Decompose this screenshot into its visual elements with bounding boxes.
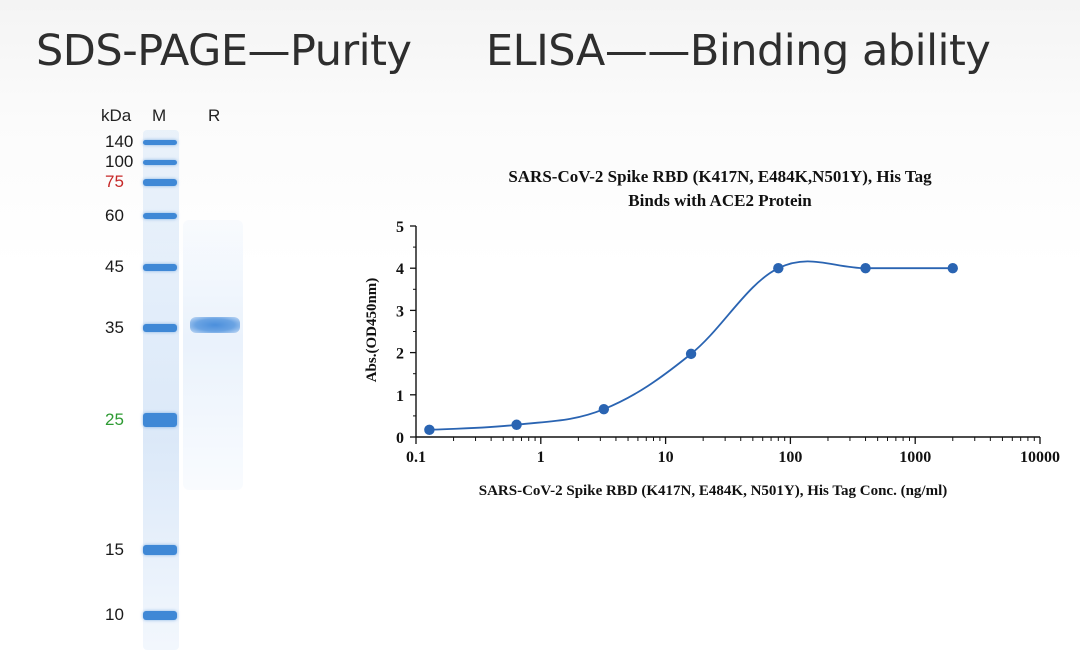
marker-band-75 (143, 178, 177, 186)
kda-unit-label: kDa (101, 106, 132, 125)
x-tick-label: 100 (778, 449, 802, 466)
elisa-chart: SARS-CoV-2 Spike RBD (K417N, E484K,N501Y… (364, 167, 1060, 499)
marker-label-10: 10 (105, 605, 124, 624)
data-point (860, 263, 871, 274)
x-axis-label: SARS-CoV-2 Spike RBD (K417N, E484K, N501… (479, 483, 948, 499)
sds-page-heading: SDS-PAGE—Purity (36, 26, 412, 76)
marker-band-45 (143, 263, 177, 271)
marker-band-140 (143, 139, 177, 145)
y-tick-label: 0 (396, 430, 404, 447)
fit-curve-line (429, 260, 953, 431)
marker-label-100: 100 (105, 152, 134, 171)
x-tick-label: 1 (537, 449, 545, 466)
chart-title: SARS-CoV-2 Spike RBD (K417N, E484K,N501Y… (508, 167, 932, 186)
data-point (424, 424, 435, 436)
x-tick-label: 0.1 (406, 449, 426, 466)
data-point (773, 263, 784, 274)
x-tick-label: 1000 (899, 449, 931, 466)
marker-label-45: 45 (105, 257, 124, 276)
marker-band-35 (143, 324, 177, 332)
elisa-heading: ELISA——Binding ability (486, 26, 991, 76)
data-point (947, 263, 958, 274)
marker-band-25 (143, 413, 177, 427)
y-tick-label: 5 (396, 219, 404, 236)
lane-label-sample: R (208, 106, 221, 125)
chart-plot-area (424, 260, 958, 436)
marker-band-15 (143, 545, 177, 555)
y-tick-label: 1 (396, 388, 404, 405)
data-point (598, 403, 610, 415)
sds-page-gel: kDa M R 140 100 75 60 45 35 25 15 10 (95, 100, 265, 660)
y-tick-label: 2 (396, 346, 404, 363)
marker-label-35: 35 (105, 318, 124, 337)
marker-label-140: 140 (105, 132, 134, 151)
marker-label-75: 75 (105, 172, 124, 191)
data-point (511, 419, 522, 430)
x-tick-label: 10000 (1020, 449, 1060, 466)
sample-lane (183, 220, 243, 490)
x-tick-label: 10 (658, 449, 674, 466)
y-tick-label: 4 (396, 261, 404, 278)
y-axis-label: Abs.(OD450nm) (364, 278, 380, 383)
chart-axes: 0.1 1 10 100 1000 10000 0 1 2 3 4 5 (396, 219, 1060, 466)
marker-band-60 (143, 213, 177, 219)
marker-label-60: 60 (105, 206, 124, 225)
marker-band-100 (143, 159, 177, 165)
marker-lane (143, 130, 179, 650)
data-point (685, 348, 697, 360)
lane-label-marker: M (152, 106, 167, 125)
marker-label-25: 25 (105, 410, 124, 429)
chart-subtitle: Binds with ACE2 Protein (628, 191, 812, 210)
marker-label-15: 15 (105, 540, 124, 559)
sample-band (190, 317, 240, 333)
y-tick-label: 3 (396, 303, 404, 320)
marker-band-10 (143, 610, 177, 620)
